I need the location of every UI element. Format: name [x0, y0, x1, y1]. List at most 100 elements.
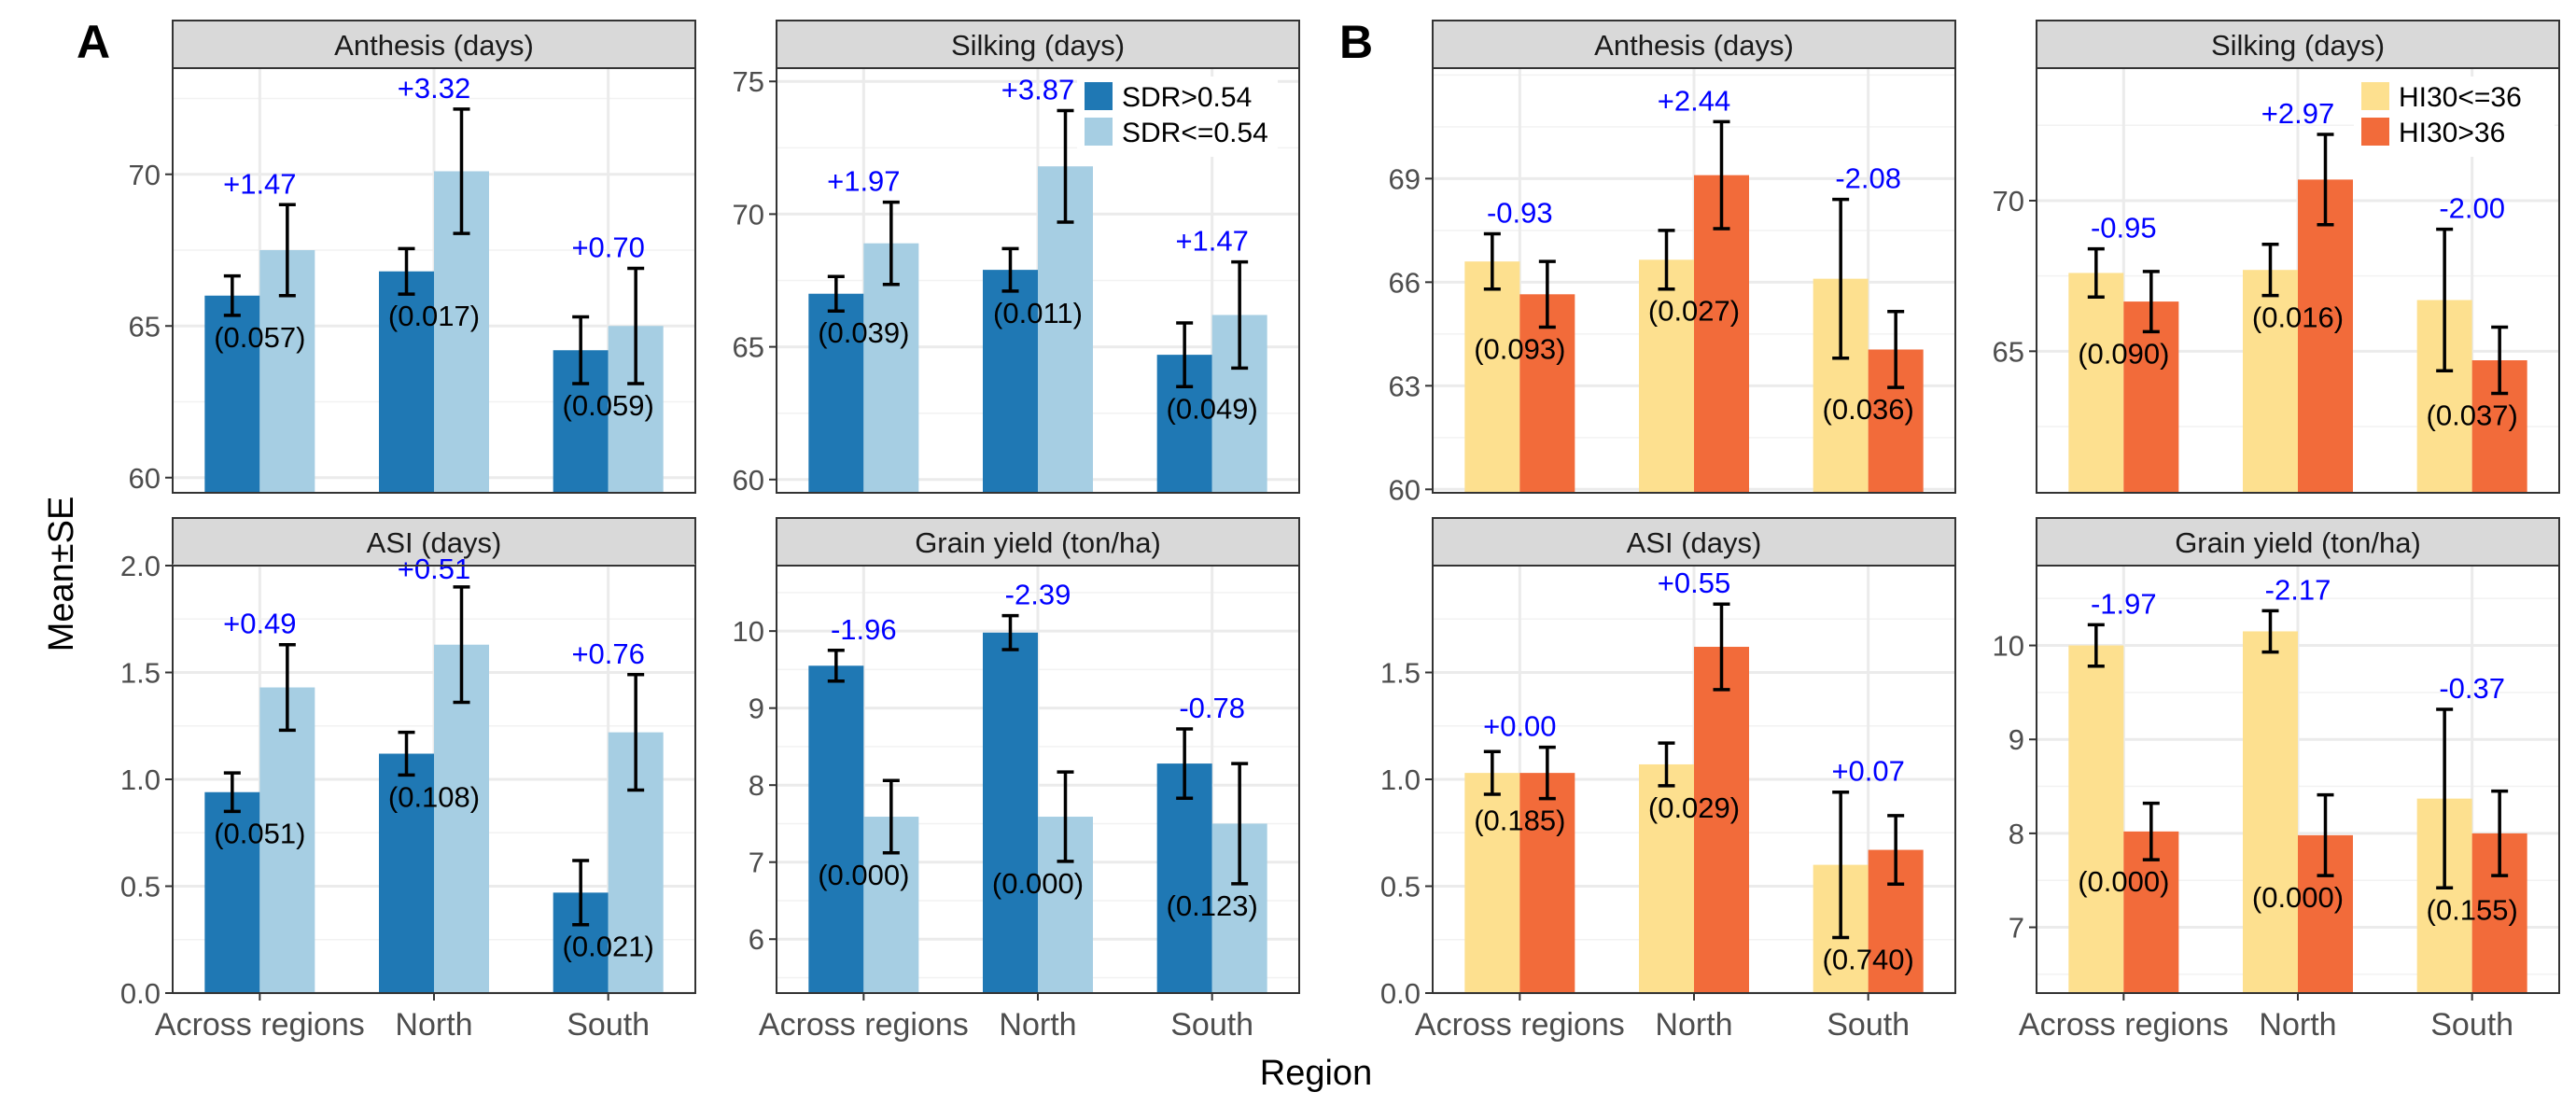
y-tick-label: 1.5 [120, 657, 161, 690]
bar [983, 632, 1038, 993]
p-value-label: (0.000) [992, 867, 1084, 900]
difference-label: -2.17 [2265, 573, 2331, 606]
x-tick-label: North [2259, 1007, 2336, 1043]
p-value-label: (0.090) [2078, 337, 2169, 370]
difference-label: -0.93 [1487, 197, 1553, 230]
p-value-label: (0.036) [1823, 393, 1914, 426]
y-tick-label: 66 [1389, 266, 1421, 299]
y-tick-label: 1.0 [1380, 763, 1421, 796]
difference-label: +0.49 [223, 608, 296, 640]
x-tick-label: Across regions [759, 1007, 969, 1043]
bar [259, 687, 315, 993]
strip-title: Grain yield (ton/ha) [915, 526, 1161, 559]
difference-label: +2.44 [1658, 84, 1730, 117]
strip [776, 517, 1300, 567]
y-tick-label: 70 [1993, 185, 2024, 217]
p-value-label: (0.016) [2252, 301, 2344, 334]
y-tick-label: 69 [1389, 162, 1421, 195]
difference-label: +0.55 [1658, 567, 1730, 599]
difference-label: +1.97 [827, 165, 900, 198]
plot-border [776, 67, 1300, 494]
legend-label: HI30>36 [2399, 118, 2505, 148]
y-tick-label: 65 [129, 310, 161, 343]
p-value-label: (0.093) [1474, 332, 1565, 365]
difference-label: +0.51 [398, 553, 470, 585]
x-tick-label: North [999, 1007, 1076, 1043]
bar [1156, 763, 1212, 993]
bar [1694, 647, 1749, 993]
p-value-label: (0.021) [563, 931, 654, 963]
plot-border [172, 67, 696, 494]
p-value-label: (0.155) [2427, 893, 2518, 926]
y-tick-label: 10 [733, 615, 764, 648]
strip [172, 20, 696, 69]
bar [2068, 273, 2124, 493]
y-tick-label: 9 [749, 693, 764, 725]
bar [1464, 261, 1520, 493]
y-tick-label: 0.5 [120, 871, 161, 903]
panel-b-4: Grain yield (ton/ha) -1.97 (0.000) -2.17 (0.… [1993, 517, 2560, 1043]
y-tick-label: 0.0 [120, 977, 161, 1010]
p-value-label: (0.039) [818, 316, 909, 349]
strip-title: Anthesis (days) [334, 29, 534, 62]
panel-b-3: ASI (days) +0.00 (0.185) +0.55 (0.029) +0.07 (… [1380, 517, 1956, 1043]
strip [1432, 20, 1956, 69]
y-tick-label: 6 [749, 923, 764, 956]
difference-label: +3.32 [398, 72, 470, 105]
difference-label: -2.39 [1005, 579, 1071, 611]
y-tick-label: 65 [733, 331, 764, 364]
panel-a-4: Grain yield (ton/ha) -1.96 (0.000) -2.39 (0.… [733, 517, 1300, 1043]
legend-label: SDR<=0.54 [1122, 118, 1268, 148]
panel-a-2: Silking (days) +1.97 (0.039) +3.87 (0.011) +1… [733, 20, 1300, 497]
y-tick-label: 7 [749, 847, 764, 879]
bar [2243, 270, 2298, 493]
panel-letter-a: A [77, 16, 110, 68]
legend-key [1085, 82, 1113, 110]
bar [2068, 645, 2124, 993]
bar [1639, 763, 1694, 993]
strip [2036, 20, 2560, 69]
p-value-label: (0.000) [2078, 865, 2169, 898]
legend-key [1085, 118, 1113, 146]
difference-label: +2.97 [2261, 97, 2334, 130]
p-value-label: (0.108) [388, 780, 480, 813]
y-tick-label: 0.0 [1380, 977, 1421, 1010]
difference-label: +3.87 [1001, 74, 1074, 106]
p-value-label: (0.037) [2427, 399, 2518, 432]
strip-title: ASI (days) [1627, 526, 1762, 559]
p-value-label: (0.049) [1167, 392, 1258, 425]
difference-label: -1.97 [2091, 587, 2157, 620]
y-tick-label: 8 [749, 769, 764, 802]
y-tick-label: 63 [1389, 370, 1421, 402]
y-tick-label: 9 [2009, 723, 2024, 756]
x-tick-label: Across regions [2019, 1007, 2229, 1043]
x-tick-label: Across regions [155, 1007, 365, 1043]
legend-label: SDR>0.54 [1122, 82, 1252, 113]
difference-label: +0.70 [571, 231, 644, 264]
y-tick-label: 10 [1993, 630, 2024, 663]
plot-border [1432, 67, 1956, 494]
strip-title: ASI (days) [367, 526, 502, 559]
panel-letter-b: B [1339, 16, 1373, 68]
bar [379, 753, 434, 993]
strip-title: Silking (days) [2211, 29, 2385, 62]
x-tick-label: South [1827, 1007, 1910, 1043]
y-tick-label: 70 [733, 198, 764, 231]
difference-label: +0.76 [571, 637, 644, 670]
difference-label: -0.78 [1179, 692, 1245, 724]
bar [1519, 773, 1575, 993]
p-value-label: (0.011) [993, 297, 1083, 329]
bar [983, 270, 1038, 493]
p-value-label: (0.027) [1648, 295, 1740, 328]
bar [1639, 259, 1694, 493]
difference-label: +1.47 [223, 167, 296, 200]
x-tick-label: North [395, 1007, 472, 1043]
x-tick-label: South [1170, 1007, 1253, 1043]
legend-label: HI30<=36 [2399, 82, 2522, 113]
bar [379, 271, 434, 493]
y-tick-label: 60 [1389, 473, 1421, 506]
bar [808, 665, 864, 993]
panels: Anthesis (days) +1.47 (0.057) +3.32 (0.017) +… [120, 20, 2560, 1043]
legend-key [2361, 118, 2389, 146]
